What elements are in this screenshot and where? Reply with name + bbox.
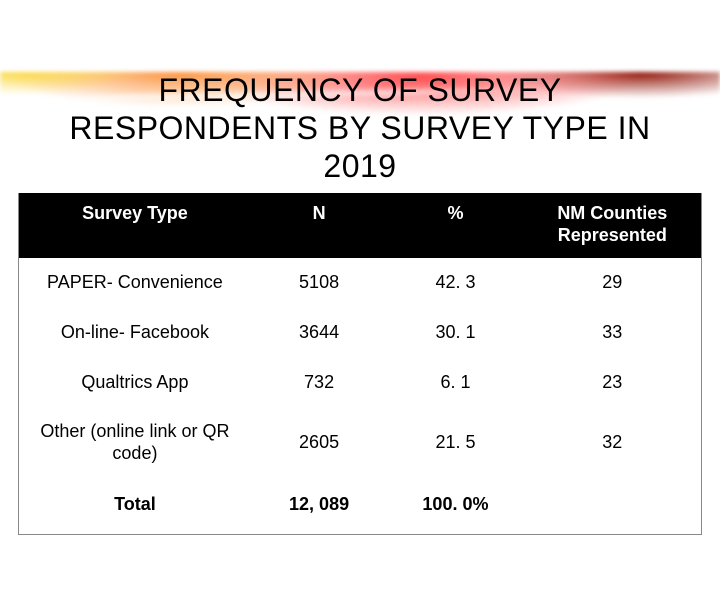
- cell-counties: 32: [524, 407, 701, 478]
- col-header-n: N: [251, 193, 387, 258]
- table-header-row: Survey Type N % NM Counties Represented: [19, 193, 701, 258]
- cell-counties: 29: [524, 258, 701, 308]
- cell-total-counties: [524, 478, 701, 534]
- cell-total-label: Total: [19, 478, 251, 534]
- cell-total-percent: 100. 0%: [387, 478, 523, 534]
- cell-counties: 33: [524, 308, 701, 358]
- cell-n: 3644: [251, 308, 387, 358]
- table-row: Other (online link or QR code) 2605 21. …: [19, 407, 701, 478]
- cell-counties: 23: [524, 358, 701, 408]
- cell-n: 2605: [251, 407, 387, 478]
- cell-survey-type: Other (online link or QR code): [19, 407, 251, 478]
- cell-n: 5108: [251, 258, 387, 308]
- col-header-survey-type: Survey Type: [19, 193, 251, 258]
- cell-percent: 6. 1: [387, 358, 523, 408]
- cell-n: 732: [251, 358, 387, 408]
- cell-total-n: 12, 089: [251, 478, 387, 534]
- slide-title: FREQUENCY OF SURVEY RESPONDENTS BY SURVE…: [0, 72, 720, 185]
- survey-table: Survey Type N % NM Counties Represented …: [18, 193, 702, 535]
- cell-survey-type: Qualtrics App: [19, 358, 251, 408]
- cell-survey-type: On-line- Facebook: [19, 308, 251, 358]
- cell-percent: 42. 3: [387, 258, 523, 308]
- cell-survey-type: PAPER- Convenience: [19, 258, 251, 308]
- col-header-counties: NM Counties Represented: [524, 193, 701, 258]
- table-row: Qualtrics App 732 6. 1 23: [19, 358, 701, 408]
- cell-percent: 21. 5: [387, 407, 523, 478]
- table-row: On-line- Facebook 3644 30. 1 33: [19, 308, 701, 358]
- table-row: PAPER- Convenience 5108 42. 3 29: [19, 258, 701, 308]
- cell-percent: 30. 1: [387, 308, 523, 358]
- col-header-percent: %: [387, 193, 523, 258]
- table-total-row: Total 12, 089 100. 0%: [19, 478, 701, 534]
